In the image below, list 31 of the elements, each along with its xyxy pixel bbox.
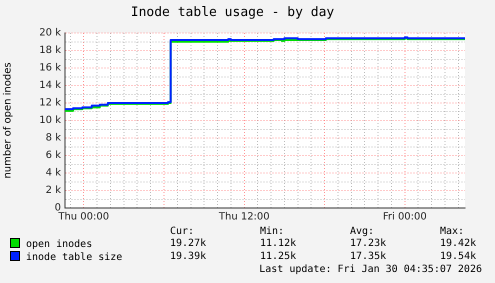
legend-label: open inodes — [25, 238, 94, 251]
text: Max: — [440, 226, 466, 238]
y-tick-label: 18 k — [39, 45, 62, 56]
text: 19.39k — [170, 251, 208, 264]
text: 17.23k — [350, 238, 388, 251]
text: Cur: — [170, 226, 196, 238]
y-tick-label: 20 k — [39, 28, 62, 39]
text: Min: — [260, 226, 286, 238]
text: 11.12k — [260, 238, 298, 251]
y-tick-label: 16 k — [39, 62, 62, 74]
text: Last update: Fri Jan 30 04:35:07 2026 — [258, 264, 482, 276]
y-tick-label: 10 k — [39, 115, 62, 126]
y-tick-label: 8 k — [46, 132, 62, 144]
x-tick-label: Thu 00:00 — [57, 212, 110, 223]
text: Avg: — [350, 226, 376, 238]
x-tick-label: Fri 00:00 — [382, 212, 427, 223]
y-tick-label: 12 k — [39, 98, 62, 109]
text: 19.27k — [170, 238, 208, 251]
text: 19.54k — [440, 251, 478, 264]
chart-title: Inode table usage - by day — [130, 5, 336, 20]
legend-label: inode table size — [25, 251, 124, 264]
y-axis-title: number of open inodes — [2, 62, 14, 179]
text: 11.25k — [260, 251, 298, 264]
text: 19.42k — [440, 238, 478, 251]
y-tick-label: 0 — [54, 202, 61, 214]
y-tick-label: 2 k — [46, 185, 62, 196]
y-tick-label: 14 k — [39, 80, 62, 92]
y-tick-label: 4 k — [46, 168, 62, 179]
x-tick-label: Thu 12:00 — [218, 212, 270, 223]
y-tick-label: 6 k — [46, 150, 62, 162]
text: 17.35k — [350, 251, 388, 264]
